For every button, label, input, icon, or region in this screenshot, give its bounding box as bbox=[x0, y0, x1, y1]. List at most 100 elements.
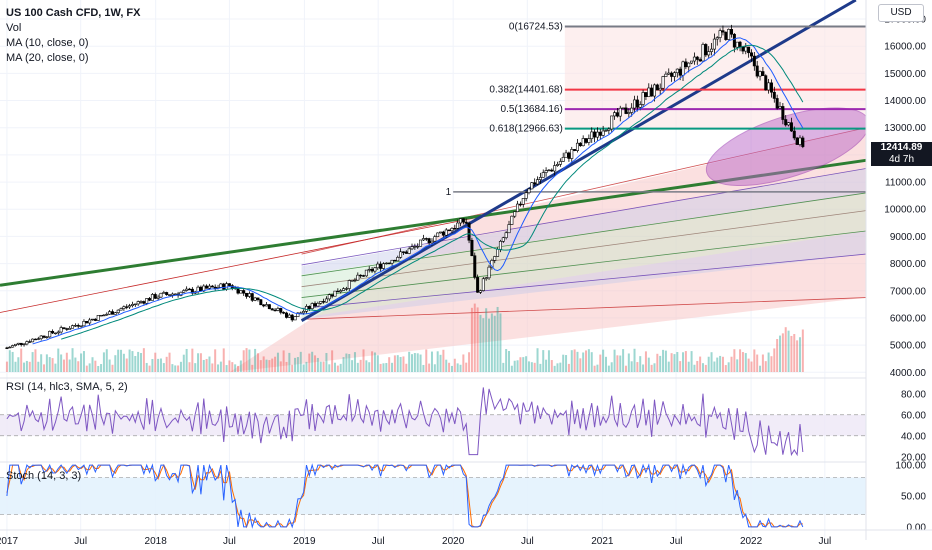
volume-bar bbox=[174, 365, 177, 372]
candle-body bbox=[162, 292, 166, 294]
volume-bar bbox=[796, 340, 799, 372]
volume-bar bbox=[325, 352, 328, 372]
volume-bar bbox=[770, 356, 773, 372]
volume-bar bbox=[339, 363, 342, 372]
candle-body bbox=[199, 286, 203, 292]
candle-body bbox=[735, 41, 739, 48]
volume-bar bbox=[741, 352, 744, 372]
volume-bar bbox=[573, 349, 576, 372]
candle-body bbox=[581, 138, 585, 147]
pitchfork-band-4 bbox=[301, 168, 866, 275]
candle-body bbox=[658, 87, 662, 91]
volume-bar bbox=[316, 357, 319, 372]
candle-body bbox=[510, 215, 514, 225]
stoch-pane[interactable] bbox=[0, 461, 932, 529]
volume-bar bbox=[482, 318, 485, 372]
y-tick-label: 8000.00 bbox=[890, 259, 927, 270]
volume-bar bbox=[699, 356, 702, 372]
candle-body bbox=[88, 319, 92, 324]
candle-body bbox=[245, 292, 249, 297]
volume-bar bbox=[473, 303, 476, 372]
volume-bar bbox=[248, 349, 251, 372]
candle-body bbox=[421, 238, 425, 241]
volume-bar bbox=[333, 362, 336, 372]
y-tick-label: 10000.00 bbox=[884, 205, 926, 216]
ma10-line bbox=[32, 37, 804, 345]
x-tick-label: 2020 bbox=[442, 536, 465, 547]
volume-bar bbox=[188, 362, 191, 372]
candle-body bbox=[587, 138, 591, 143]
candle-body bbox=[367, 268, 371, 271]
rsi-pane[interactable] bbox=[0, 377, 932, 457]
candle-body bbox=[427, 238, 431, 244]
volume-bar bbox=[62, 359, 65, 372]
candle-body bbox=[185, 288, 189, 291]
volume-bar bbox=[68, 359, 71, 372]
volume-bar bbox=[256, 353, 259, 372]
x-tick-label: Jul bbox=[818, 536, 831, 547]
candle-body bbox=[536, 179, 540, 185]
volume-bar bbox=[653, 363, 656, 372]
candle-body bbox=[518, 203, 522, 206]
candle-body bbox=[182, 290, 186, 293]
volume-bar bbox=[17, 357, 20, 372]
candle-body bbox=[749, 52, 753, 57]
time-axis[interactable]: 2017 Jul 2018 Jul 2019 Jul 2020 Jul 2021 Jul 2022 J… bbox=[0, 529, 932, 547]
volume-bar bbox=[382, 363, 385, 372]
volume-bar bbox=[379, 363, 382, 372]
candle-body bbox=[213, 286, 217, 289]
candle-body bbox=[661, 76, 665, 89]
volume-bar bbox=[262, 356, 265, 372]
candle-body bbox=[330, 294, 334, 297]
candle-body bbox=[276, 308, 280, 311]
volume-bar bbox=[525, 356, 528, 372]
candle-body bbox=[396, 257, 400, 262]
fib-label: 0.5(13684.16) bbox=[501, 104, 563, 115]
candle-body bbox=[133, 303, 137, 306]
chart-legend: US 100 Cash CFD, 1W, FX Vol MA (10, clos… bbox=[6, 6, 140, 66]
candle-body bbox=[373, 267, 377, 272]
candle-body bbox=[96, 315, 100, 321]
candle-body bbox=[704, 44, 708, 56]
volume-bar bbox=[644, 351, 647, 372]
currency-button[interactable]: USD bbox=[878, 4, 924, 22]
volume-bar bbox=[385, 363, 388, 372]
y-tick-label: 13000.00 bbox=[884, 123, 926, 134]
candle-body bbox=[165, 292, 169, 295]
y-tick-label: 11000.00 bbox=[885, 178, 926, 189]
volume-bar bbox=[425, 349, 428, 372]
candle-body bbox=[493, 256, 497, 261]
candle-body bbox=[76, 325, 80, 327]
volume-bar bbox=[733, 349, 736, 372]
volume-bar bbox=[519, 357, 522, 372]
volume-bar bbox=[23, 362, 26, 372]
volume-bar bbox=[165, 356, 168, 372]
candle-body bbox=[607, 128, 611, 131]
candle-body bbox=[687, 62, 691, 68]
rsi-line bbox=[6, 387, 804, 457]
volume-bar bbox=[416, 353, 419, 372]
x-tick-label: 2022 bbox=[740, 536, 763, 547]
volume-bar bbox=[639, 356, 642, 372]
volume-bar bbox=[590, 352, 593, 372]
volume-bar bbox=[465, 362, 468, 372]
candle-body bbox=[173, 293, 177, 296]
candle-body bbox=[150, 294, 154, 301]
volume-bar bbox=[251, 364, 254, 372]
candle-body bbox=[433, 236, 437, 242]
candle-body bbox=[727, 29, 731, 40]
candle-body bbox=[550, 169, 554, 172]
pitchfork-band-1 bbox=[301, 230, 866, 320]
volume-bar bbox=[342, 357, 345, 372]
volume-bar bbox=[607, 365, 610, 372]
volume-bar bbox=[359, 359, 362, 372]
candle-body bbox=[795, 137, 799, 145]
price-axis[interactable]: 17000.0016000.0015000.0014000.0013000.00… bbox=[865, 0, 932, 540]
moving-averages bbox=[32, 37, 804, 345]
candle-body bbox=[578, 142, 582, 147]
candle-body bbox=[324, 298, 328, 303]
candle-body bbox=[130, 304, 134, 306]
candle-body bbox=[638, 104, 642, 108]
volume-bar bbox=[28, 361, 31, 372]
